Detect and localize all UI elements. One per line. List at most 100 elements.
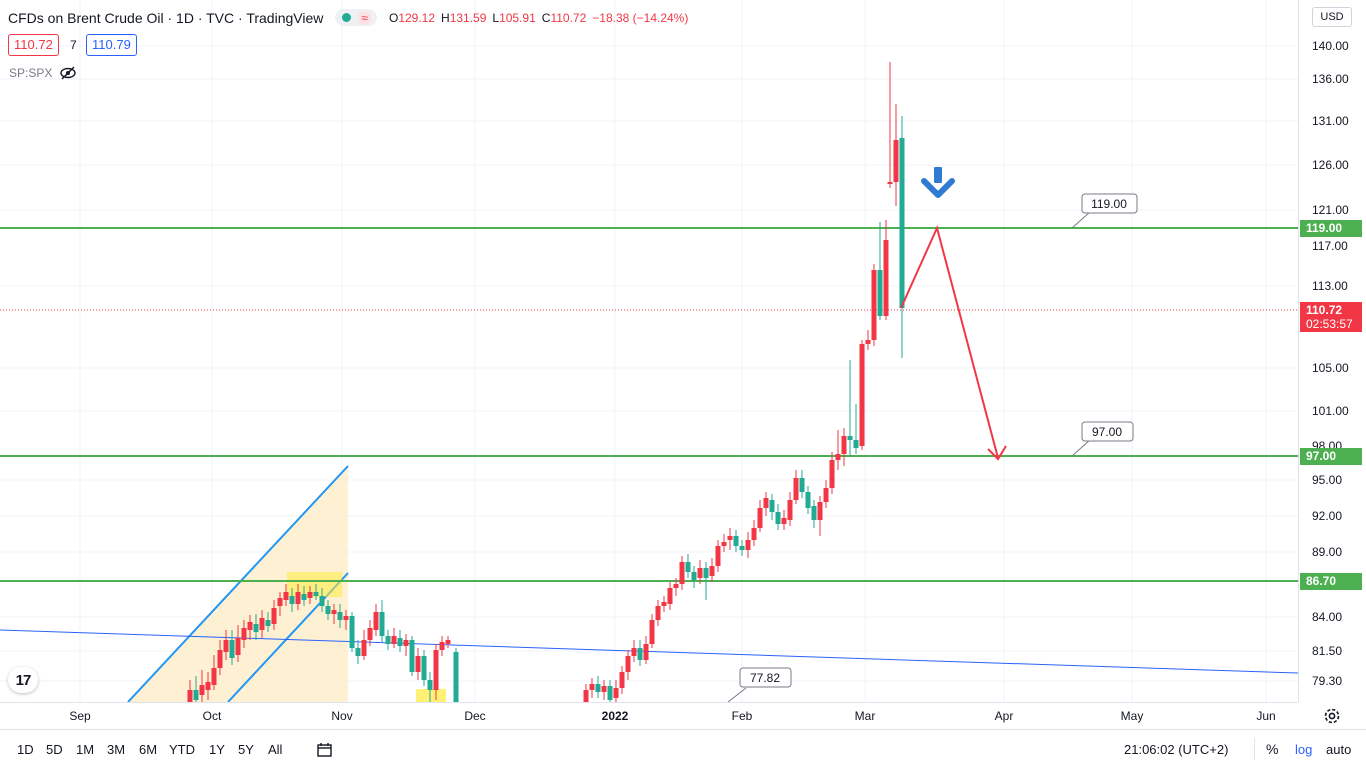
forecast-path[interactable] [900,225,999,459]
candle-body [319,596,325,606]
price-tick: 84.00 [1312,610,1343,624]
candle-body [247,622,253,630]
range-button-5d[interactable]: 5D [46,742,63,757]
candle-body [709,566,715,576]
time-tick: 2022 [601,709,629,723]
range-button-all[interactable]: All [268,742,283,757]
candle-body [763,498,769,508]
channel-upper-line[interactable] [127,465,349,702]
level-label-119: 119.00 [1300,220,1362,237]
candle-body [361,640,367,656]
candle-body [733,536,739,546]
candle-body [355,648,361,656]
market-status-pill[interactable]: ≈ [335,9,377,26]
range-button-1m[interactable]: 1M [76,742,95,757]
price-tick: 121.00 [1312,203,1349,217]
price-axis[interactable]: 140.00 136.00 131.00 126.00 121.00 117.00 113.… [1298,0,1366,702]
candle-body [613,688,619,698]
candle-body [199,685,205,695]
range-button-5y[interactable]: 5Y [238,742,254,757]
calendar-range-icon[interactable] [316,742,334,758]
currency-selector[interactable]: USD [1312,7,1352,27]
price-tick: 92.00 [1312,509,1343,523]
price-tick: 79.30 [1312,674,1343,688]
candle-body [745,540,751,550]
candle-body [595,684,601,692]
candle-body [625,656,631,672]
bid-price[interactable]: 110.72 [8,34,59,56]
candle-body [811,506,817,520]
range-button-1y[interactable]: 1Y [209,742,225,757]
eye-crossed-icon[interactable] [60,66,77,80]
callout-97[interactable]: 97.00 [1071,421,1134,457]
candle-body [673,584,679,588]
compare-symbol-legend[interactable]: SP:SPX [9,66,77,80]
candle-body [847,436,853,440]
candle-body [631,648,637,656]
candle-body [883,240,889,316]
candle-body [283,592,289,600]
candle-body [409,640,415,672]
candle-body [637,648,643,660]
chart-area[interactable]: 119.00 97.00 77.82 CFDs on Brent Crude O… [0,0,1298,702]
candle-body [859,344,865,446]
candle-body [223,640,229,652]
price-tick: 95.00 [1312,473,1343,487]
candle-body [817,502,823,520]
candle-body [877,270,883,316]
range-button-1d[interactable]: 1D [17,742,34,757]
symbol-title[interactable]: CFDs on Brent Crude Oil · 1D · TVC · Tra… [8,9,324,26]
timezone-clock[interactable]: 21:06:02 (UTC+2) [1124,742,1229,757]
log-scale-toggle[interactable]: log [1295,742,1313,757]
candle-body [893,140,899,182]
range-button-3m[interactable]: 3M [107,742,126,757]
candle-body [781,518,787,524]
candle-body [453,652,459,702]
time-tick: Apr [994,709,1014,723]
candle-body [757,508,763,528]
candle-body [391,636,397,644]
gear-icon[interactable] [1320,704,1344,728]
candle-body [343,616,349,620]
price-tick: 136.00 [1312,72,1349,86]
time-tick: May [1120,709,1144,723]
candle-body [421,656,427,680]
candle-body [865,340,871,344]
candle-body [727,536,733,540]
arrow-down-icon[interactable] [921,167,955,198]
price-tick: 105.00 [1312,361,1349,375]
candle-body [187,690,193,702]
candle-body [295,592,301,604]
time-axis[interactable]: Sep Oct Nov Dec 2022 Feb Mar Apr May Jun [0,702,1298,730]
candle-body [373,612,379,630]
range-button-6m[interactable]: 6M [139,742,158,757]
auto-scale-toggle[interactable]: auto [1326,742,1352,757]
chart-legend: CFDs on Brent Crude Oil · 1D · TVC · Tra… [8,9,694,26]
price-tick: 126.00 [1312,158,1349,172]
candle-body [403,640,409,646]
callout-77-82[interactable]: 77.82 [727,667,792,702]
ohlc-change: −18.38 (−14.24%) [592,10,689,25]
price-tick: 117.00 [1312,239,1348,253]
percent-scale-toggle[interactable]: % [1266,741,1279,757]
ohlc-high: H131.59 [441,10,487,25]
candle-body [853,440,859,448]
candle-body [205,682,211,690]
long-trend-line[interactable] [0,629,1298,674]
candle-body [253,624,259,632]
range-button-ytd[interactable]: YTD [169,742,195,757]
ask-price[interactable]: 110.79 [86,34,137,56]
price-chart[interactable]: 119.00 97.00 77.82 [0,0,1298,702]
tradingview-logo-icon[interactable]: 17 [8,667,38,693]
candle-body [721,542,727,546]
callout-119[interactable]: 119.00 [1071,193,1138,229]
candle-body [385,636,391,644]
candle-body [379,612,385,636]
candle-body [277,598,283,606]
candle-body [871,270,877,340]
candle-body [415,656,421,672]
candle-body [313,592,319,596]
level-label-86-70: 86.70 [1300,573,1362,590]
candle-body [217,650,223,668]
candle-body [835,454,841,460]
